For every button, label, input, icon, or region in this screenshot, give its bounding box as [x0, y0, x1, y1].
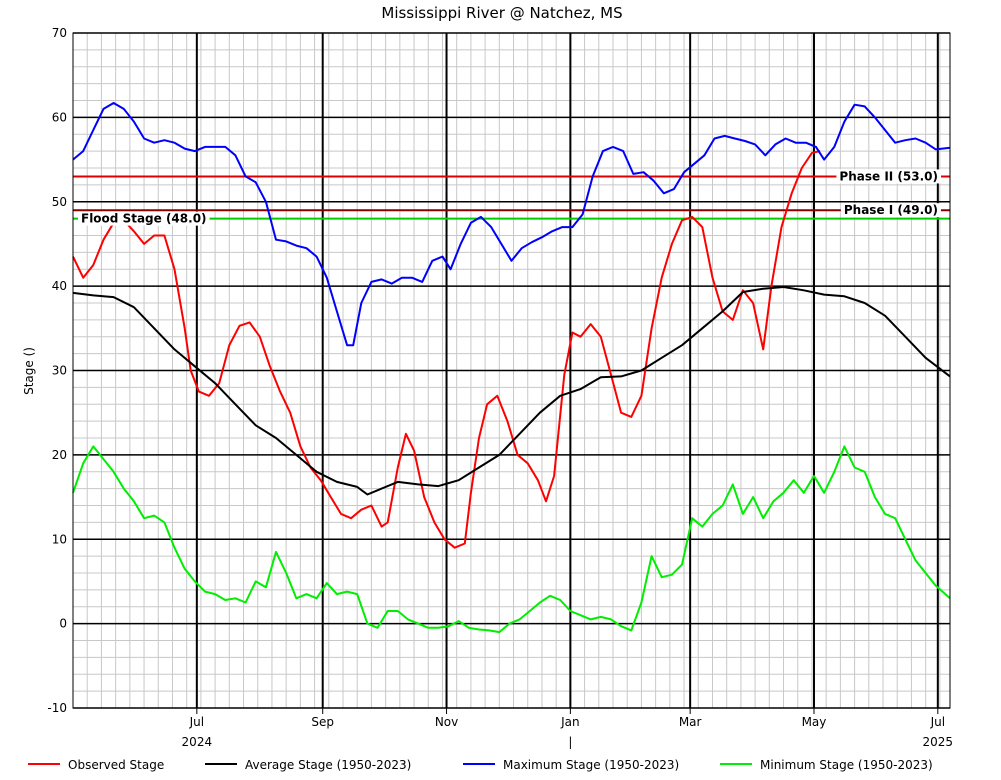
series-line — [72, 150, 821, 549]
y-tick-label: 30 — [52, 364, 67, 378]
x-tick-label: Sep — [311, 715, 334, 729]
y-tick-label: 20 — [52, 448, 67, 462]
y-tick-label: 0 — [59, 617, 67, 631]
threshold-label: Phase I (49.0) — [844, 203, 938, 217]
y-tick-label: 70 — [52, 26, 67, 40]
legend-label: Average Stage (1950-2023) — [245, 758, 411, 772]
x-tick-year: 2025 — [923, 735, 954, 749]
threshold-label-bg — [78, 211, 210, 226]
y-tick-label: 50 — [52, 195, 67, 209]
y-tick-label: 40 — [52, 279, 67, 293]
legend-label: Maximum Stage (1950-2023) — [503, 758, 679, 772]
x-tick-label: Jul — [930, 715, 945, 729]
y-tick-label: 10 — [52, 532, 67, 546]
x-tick-year: | — [568, 735, 572, 749]
plot-frame — [72, 32, 951, 709]
legend-label: Minimum Stage (1950-2023) — [760, 758, 933, 772]
series-line — [72, 445, 951, 634]
x-tick-label: Jan — [560, 715, 580, 729]
plot-area: -10 0 10 20 30 40 50 60 70 Jul 2024 Sep Nov Jan | Mar Ma… — [47, 26, 953, 749]
x-tick-year: 2024 — [182, 735, 213, 749]
series-line — [72, 286, 951, 496]
threshold-label-bg — [836, 169, 941, 184]
legend-label: Observed Stage — [68, 758, 164, 772]
legend: Observed Stage Average Stage (1950-2023) M… — [28, 758, 933, 772]
x-tick-label: Nov — [435, 715, 458, 729]
y-axis-label: Stage () — [22, 347, 36, 395]
y-tick-label: -10 — [47, 701, 67, 715]
y-tick-label: 60 — [52, 110, 67, 124]
x-tick-label: Jul — [189, 715, 204, 729]
chart-title: Mississippi River @ Natchez, MS — [381, 4, 622, 22]
series-line — [72, 102, 951, 347]
threshold-label: Phase II (53.0) — [839, 169, 938, 183]
x-tick-label: May — [802, 715, 827, 729]
threshold-label: Flood Stage (48.0) — [81, 212, 207, 226]
threshold-label-bg — [840, 203, 941, 218]
x-tick-label: Mar — [679, 715, 702, 729]
